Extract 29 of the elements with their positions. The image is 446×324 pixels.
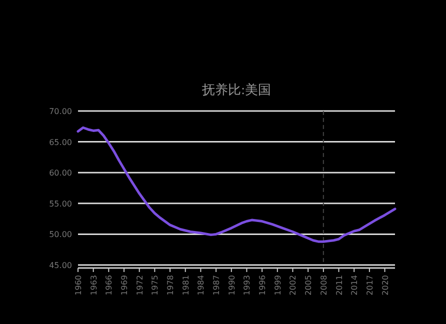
x-tick-label: 1978	[166, 275, 176, 296]
y-tick-label: 55.00	[49, 199, 72, 208]
y-tick-label: 65.00	[49, 138, 72, 147]
x-tick-label: 2008	[319, 275, 328, 296]
x-tick-label: 1981	[181, 275, 190, 296]
y-tick-label: 60.00	[49, 168, 72, 178]
x-tick-label: 2017	[365, 275, 374, 296]
x-tick-label: 2014	[350, 275, 360, 296]
x-tick-label: 2020	[380, 275, 390, 296]
x-tick-label: 1984	[196, 275, 206, 296]
y-tick-label: 50.00	[49, 230, 72, 240]
chart-title: 抚养比:美国	[201, 82, 271, 97]
y-tick-label: 45.00	[49, 261, 72, 270]
x-tick-label: 2005	[304, 275, 314, 296]
x-tick-label: 1999	[273, 275, 282, 296]
x-tick-label: 1990	[227, 275, 236, 296]
x-tick-label: 1996	[258, 275, 268, 296]
x-tick-label: 1966	[104, 275, 114, 296]
x-tick-label: 1993	[242, 275, 252, 296]
x-tick-label: 2011	[334, 275, 344, 296]
line-series	[76, 126, 396, 243]
x-tick-label: 1972	[135, 275, 144, 296]
y-tick-label: 70.00	[49, 107, 72, 116]
x-tick-label: 1960	[74, 275, 83, 296]
x-tick-label: 1987	[212, 275, 222, 296]
x-tick-label: 2002	[288, 275, 298, 296]
x-tick-label: 1969	[120, 275, 130, 296]
x-tick-label: 1975	[150, 275, 160, 296]
x-tick-label: 1963	[89, 275, 98, 296]
